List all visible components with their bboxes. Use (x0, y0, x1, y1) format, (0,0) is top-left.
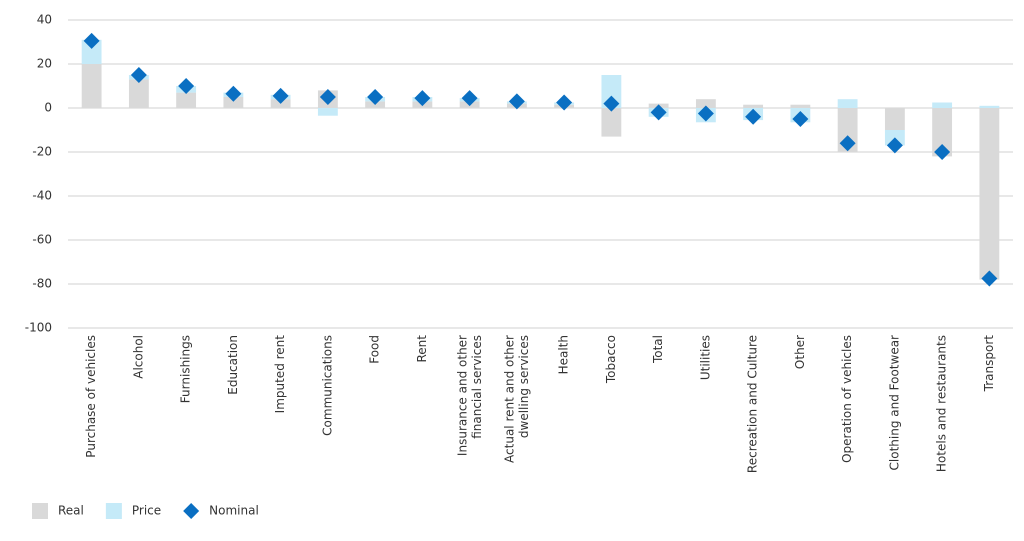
x-tick-label: Clothing and Footwear (887, 335, 901, 471)
legend-label: Price (132, 504, 161, 518)
bar (979, 108, 1000, 280)
bar (932, 102, 953, 108)
x-tick-label: Actual rent and otherdwelling services (502, 335, 530, 463)
x-tick-label: Tobacco (604, 335, 618, 384)
bar (884, 108, 905, 130)
y-tick-label: -100 (25, 321, 52, 335)
x-tick-label: Education (226, 335, 240, 395)
y-tick-label: 40 (37, 13, 52, 27)
bar (176, 92, 197, 108)
nominal-marker (603, 95, 620, 112)
nominal-marker (178, 78, 195, 94)
bar (695, 99, 716, 108)
x-tick-label: Transport (982, 335, 996, 393)
nominal-marker (225, 85, 242, 102)
x-tick-label: Total (651, 335, 665, 364)
x-tick-label: Hotels and restaurants (935, 335, 949, 472)
y-tick-label: 20 (37, 57, 52, 71)
legend-marker (183, 503, 200, 519)
x-tick-label: Purchase of vehicles (84, 335, 98, 458)
bar (837, 99, 858, 108)
nominal-marker (83, 32, 100, 49)
x-tick-label: Communications (320, 335, 334, 436)
bar (601, 75, 622, 108)
y-tick-label: -60 (32, 233, 52, 247)
x-tick-label: Other (793, 335, 807, 369)
nominal-marker (886, 137, 903, 154)
nominal-marker (697, 105, 714, 122)
nominal-marker (508, 93, 525, 110)
x-tick-label: Rent (415, 335, 429, 363)
bar (743, 104, 764, 108)
legend-swatch (32, 503, 48, 519)
nominal-marker (745, 108, 762, 125)
x-tick-label: Imputed rent (273, 335, 287, 414)
bar (81, 39, 102, 64)
bar (223, 97, 244, 108)
x-tick-label: Insurance and otherfinancial services (455, 335, 483, 456)
nominal-marker (981, 270, 998, 287)
y-tick-label: -40 (32, 189, 52, 203)
bar (128, 79, 149, 108)
x-tick-label: Food (368, 335, 382, 364)
y-tick-label: 0 (44, 101, 52, 115)
nominal-marker (934, 144, 951, 160)
x-tick-label: Utilities (698, 335, 712, 380)
y-tick-label: -80 (32, 277, 52, 291)
x-tick-label: Operation of vehicles (840, 335, 854, 463)
nominal-marker (556, 94, 573, 111)
legend-label: Real (58, 504, 84, 518)
nominal-marker (272, 87, 289, 104)
nominal-marker (367, 89, 384, 105)
bar (317, 108, 338, 116)
bar (790, 104, 811, 108)
nominal-marker (319, 89, 336, 105)
nominal-marker (650, 104, 667, 121)
x-tick-label: Recreation and Culture (746, 335, 760, 473)
bar (932, 108, 953, 157)
nominal-marker (130, 67, 147, 83)
x-tick-label: Health (557, 335, 571, 374)
legend-label: Nominal (209, 504, 259, 518)
x-tick-label: Alcohol (131, 335, 145, 379)
bar (979, 105, 1000, 108)
bar (81, 64, 102, 108)
legend-swatch (105, 503, 122, 519)
x-tick-label: Furnishings (179, 335, 193, 403)
bar (601, 108, 622, 137)
nominal-marker (839, 135, 856, 152)
y-tick-label: -20 (32, 145, 52, 159)
nominal-marker (461, 90, 478, 107)
nominal-marker (414, 90, 431, 107)
nominal-marker (792, 111, 809, 127)
